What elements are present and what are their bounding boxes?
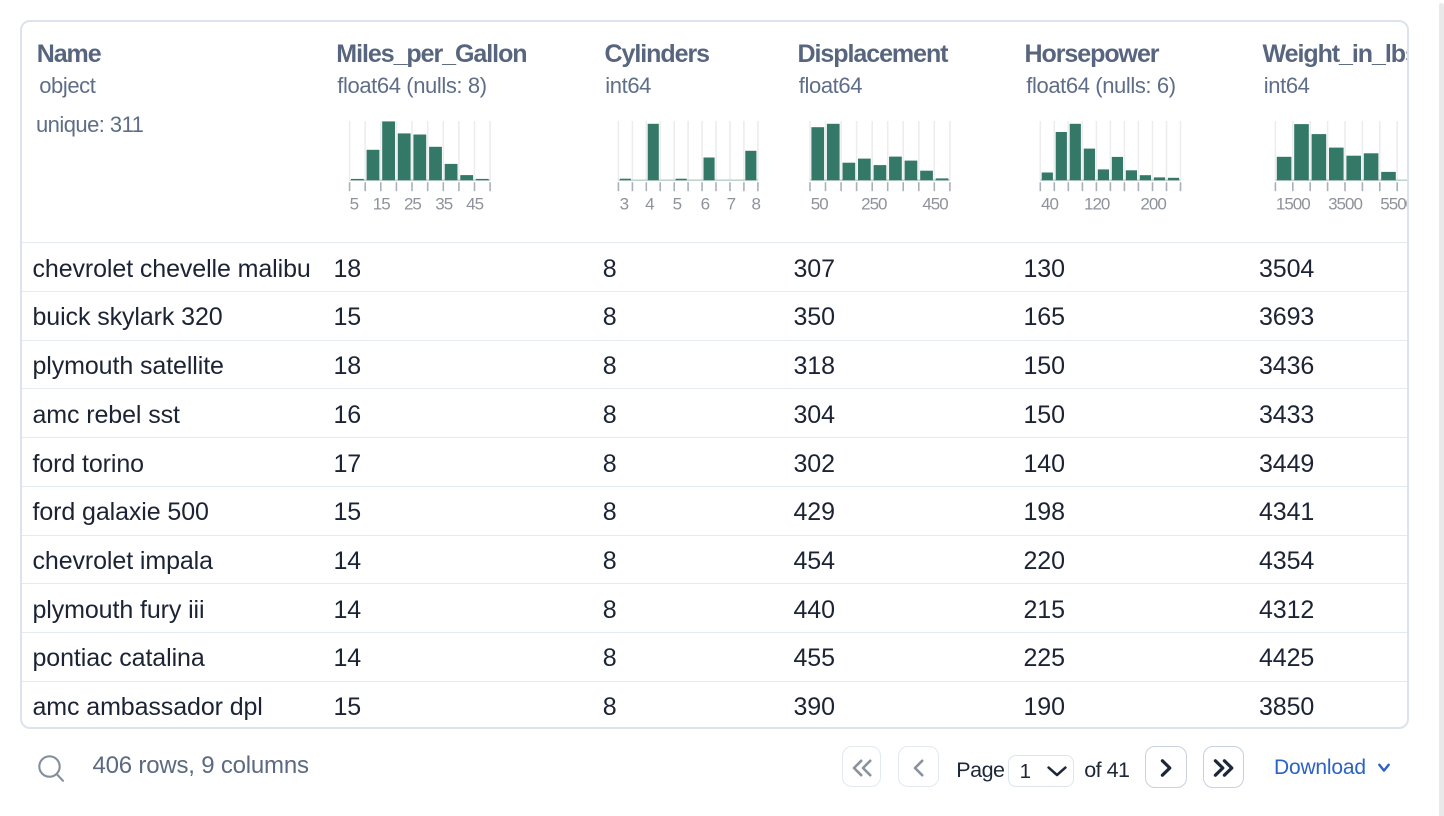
svg-text:45: 45 <box>466 194 483 213</box>
svg-text:200: 200 <box>1140 194 1166 213</box>
svg-text:4: 4 <box>645 194 654 213</box>
svg-text:5: 5 <box>349 194 358 213</box>
svg-text:3: 3 <box>619 194 628 213</box>
svg-text:1500: 1500 <box>1275 194 1309 213</box>
svg-text:35: 35 <box>435 194 452 213</box>
svg-text:15: 15 <box>372 194 389 213</box>
svg-text:40: 40 <box>1041 194 1058 213</box>
svg-text:6: 6 <box>700 194 709 213</box>
svg-text:7: 7 <box>726 194 735 213</box>
svg-text:3500: 3500 <box>1328 194 1362 213</box>
svg-text:450: 450 <box>922 194 948 213</box>
svg-text:25: 25 <box>403 194 420 213</box>
svg-text:250: 250 <box>861 194 887 213</box>
svg-text:120: 120 <box>1084 194 1110 213</box>
svg-text:8: 8 <box>751 194 760 213</box>
svg-text:5: 5 <box>672 194 681 213</box>
svg-text:5500: 5500 <box>1380 194 1407 213</box>
svg-text:50: 50 <box>810 194 827 213</box>
